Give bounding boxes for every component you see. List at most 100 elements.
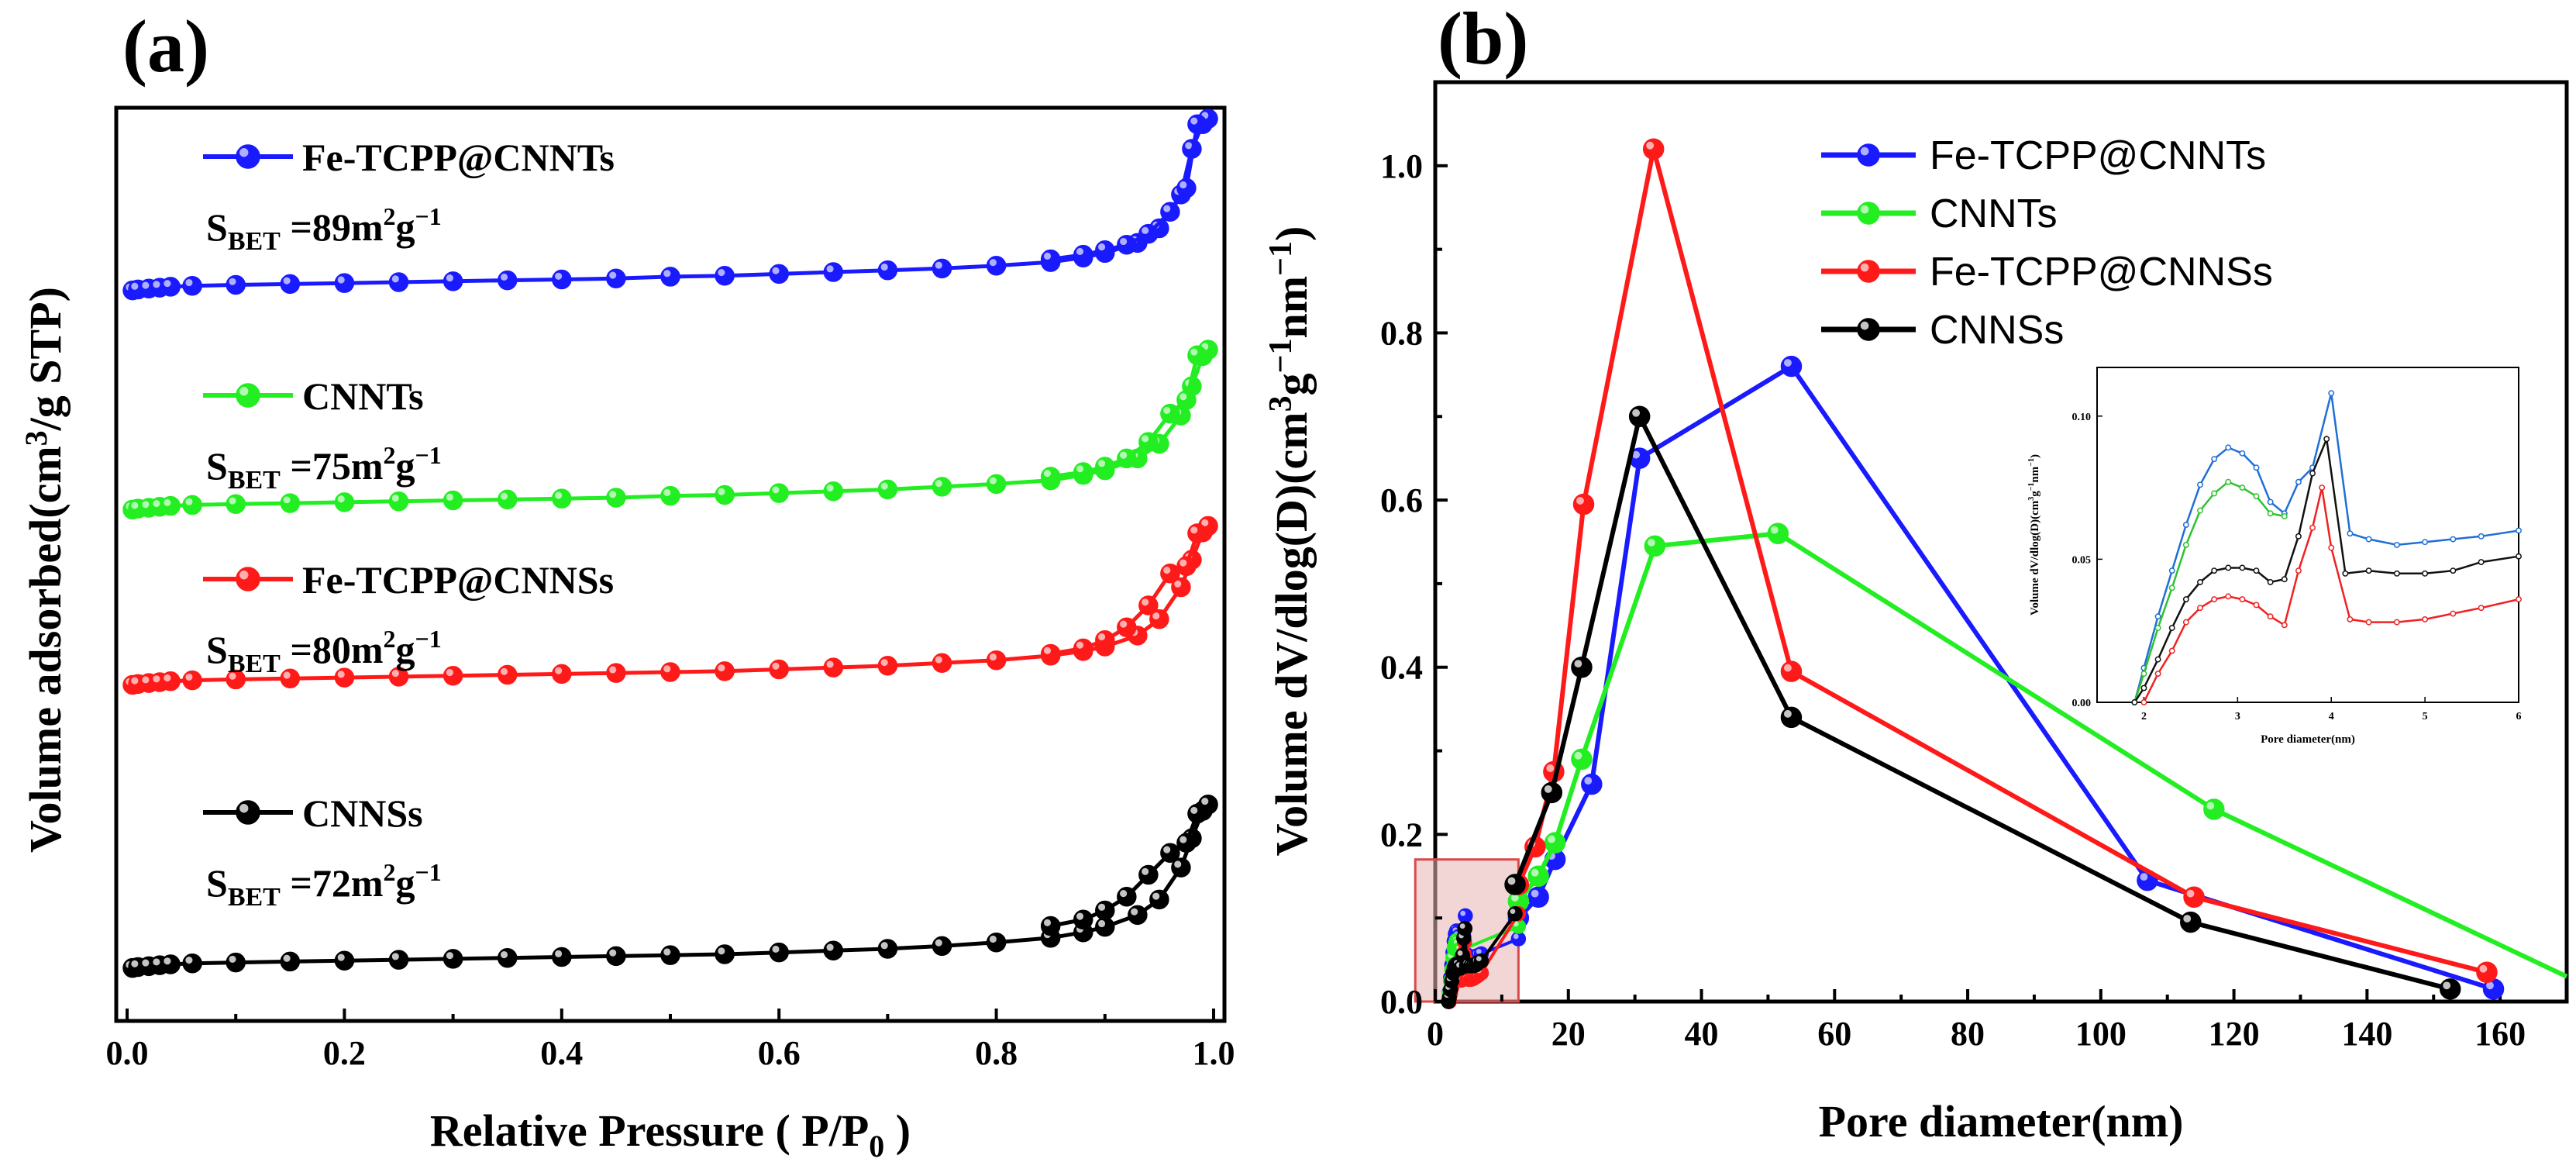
plot-b-ticks: 0 20 40 60 80 100 120 140 160 0.0 0.2 0.4 0.6 0.8 1.0 (1380, 81, 2526, 1053)
data-point (986, 256, 1007, 276)
sbet-sup: −1 (415, 858, 442, 886)
inset-y-axis-title: Volume dV/dlog(D)(cm3g−1nm−1) (2027, 454, 2041, 616)
data-point-body (388, 491, 409, 512)
inset-data-point (2131, 699, 2138, 705)
data-point-shine (500, 273, 508, 281)
data-point-body (1149, 889, 1169, 910)
sbet-value: =80m (281, 628, 384, 671)
data-point (1171, 577, 1191, 598)
data-point-shine (153, 500, 160, 508)
data-point-shine (1076, 465, 1084, 473)
data-point-body (1571, 656, 1593, 678)
inset-chart: 2 3 4 5 6 0.00 0.05 0.10 Pore diameter(nm) Volu… (2027, 367, 2522, 746)
data-point (606, 663, 626, 683)
sbet-g: g (396, 444, 415, 488)
data-point (182, 670, 202, 691)
data-point-body (1780, 706, 1803, 729)
data-point (388, 667, 409, 687)
data-point-body (932, 936, 952, 957)
data-point (1095, 900, 1115, 921)
legend-b-marker-body (1857, 260, 1880, 283)
data-point-body (769, 659, 789, 680)
data-point-micro-shine (1459, 923, 1465, 929)
data-point-shine (446, 493, 453, 501)
legend-b-marker-body (1857, 318, 1880, 341)
sbet-sup: −1 (415, 625, 442, 653)
data-point (1527, 865, 1549, 888)
legend-a-item-cnnss: CNNSs SBET =72m2g−1 (203, 791, 442, 912)
legend-a-label: CNNTs (302, 374, 424, 418)
data-point-body (1176, 833, 1197, 853)
data-point-body (823, 940, 844, 961)
data-point (823, 262, 844, 282)
data-point-body (443, 490, 463, 511)
inset-data-point (2281, 513, 2288, 519)
legend-a-marker (236, 383, 260, 408)
data-point (1117, 448, 1137, 469)
series-b-fe-tcpp-cnnss-line (1516, 147, 2488, 975)
plot-b-x-axis-title: Pore diameter(nm) (1819, 1096, 2184, 1147)
legend-b-marker (1857, 143, 1880, 167)
data-point (552, 947, 572, 967)
data-point-shine (1544, 785, 1552, 793)
inset-data-point (2168, 625, 2175, 631)
data-point-body (715, 944, 735, 964)
legend-a-label: Fe-TCPP@CNNSs (302, 558, 614, 602)
data-point-body (226, 494, 246, 515)
data-point-body (388, 950, 409, 970)
data-point (226, 952, 246, 973)
plot-b-frame (1433, 80, 2569, 1004)
legend-b-marker-body (1857, 143, 1880, 167)
data-point-micro (1510, 931, 1527, 947)
data-point-shine (1783, 359, 1792, 367)
legend-a-sbet: SBET =72m2g−1 (206, 858, 442, 912)
data-point-shine (1647, 538, 1655, 547)
data-point-body (1644, 535, 1666, 557)
inset-x-tick-label: 6 (2516, 711, 2522, 722)
data-point-shine (1646, 141, 1655, 150)
data-point-micro-shine (1457, 950, 1463, 956)
inset-data-point (2140, 699, 2147, 705)
data-point-shine (131, 502, 139, 509)
inset-data-point (2422, 616, 2429, 622)
data-point-micro-body (1458, 908, 1473, 924)
data-point-shine (718, 947, 725, 955)
data-point (1642, 138, 1665, 160)
data-point-shine (1180, 393, 1187, 401)
data-point-shine (185, 957, 193, 964)
data-point (160, 277, 181, 297)
plot-a-x-tick-label: 0.2 (323, 1034, 366, 1072)
data-point-shine (1548, 835, 1555, 843)
data-point (660, 485, 680, 506)
data-point (1117, 887, 1137, 907)
data-point-body (715, 661, 735, 681)
inset-data-point (2281, 622, 2288, 629)
data-point-shine (283, 954, 291, 962)
data-point (1544, 832, 1566, 853)
data-point-body (1040, 643, 1061, 664)
data-point-body (2183, 886, 2205, 908)
data-point-shine (1120, 620, 1128, 628)
data-point (1040, 467, 1061, 487)
inset-series-cnnss-line (2133, 435, 2519, 703)
inset-x-tick-label: 3 (2235, 711, 2240, 722)
data-point-body (1527, 865, 1549, 888)
data-point-shine (1163, 846, 1171, 853)
data-point-shine (1174, 860, 1182, 868)
inset-data-point (2295, 478, 2302, 485)
data-point (497, 270, 518, 291)
inset-data-point (2281, 576, 2288, 583)
data-point (388, 272, 409, 292)
data-point (1541, 781, 1563, 804)
sbet-value: =89m (281, 205, 384, 249)
data-point-body (182, 275, 202, 296)
data-point-micro (1458, 908, 1473, 924)
inset-data-point (2211, 490, 2218, 497)
inset-y-tick-label: 0.00 (2072, 698, 2092, 709)
data-point-shine (283, 277, 291, 284)
data-point-shine (1142, 435, 1149, 443)
inset-data-point (2225, 593, 2232, 600)
data-point-shine (337, 276, 345, 284)
data-point-body (552, 664, 572, 685)
data-point-body (986, 650, 1007, 671)
